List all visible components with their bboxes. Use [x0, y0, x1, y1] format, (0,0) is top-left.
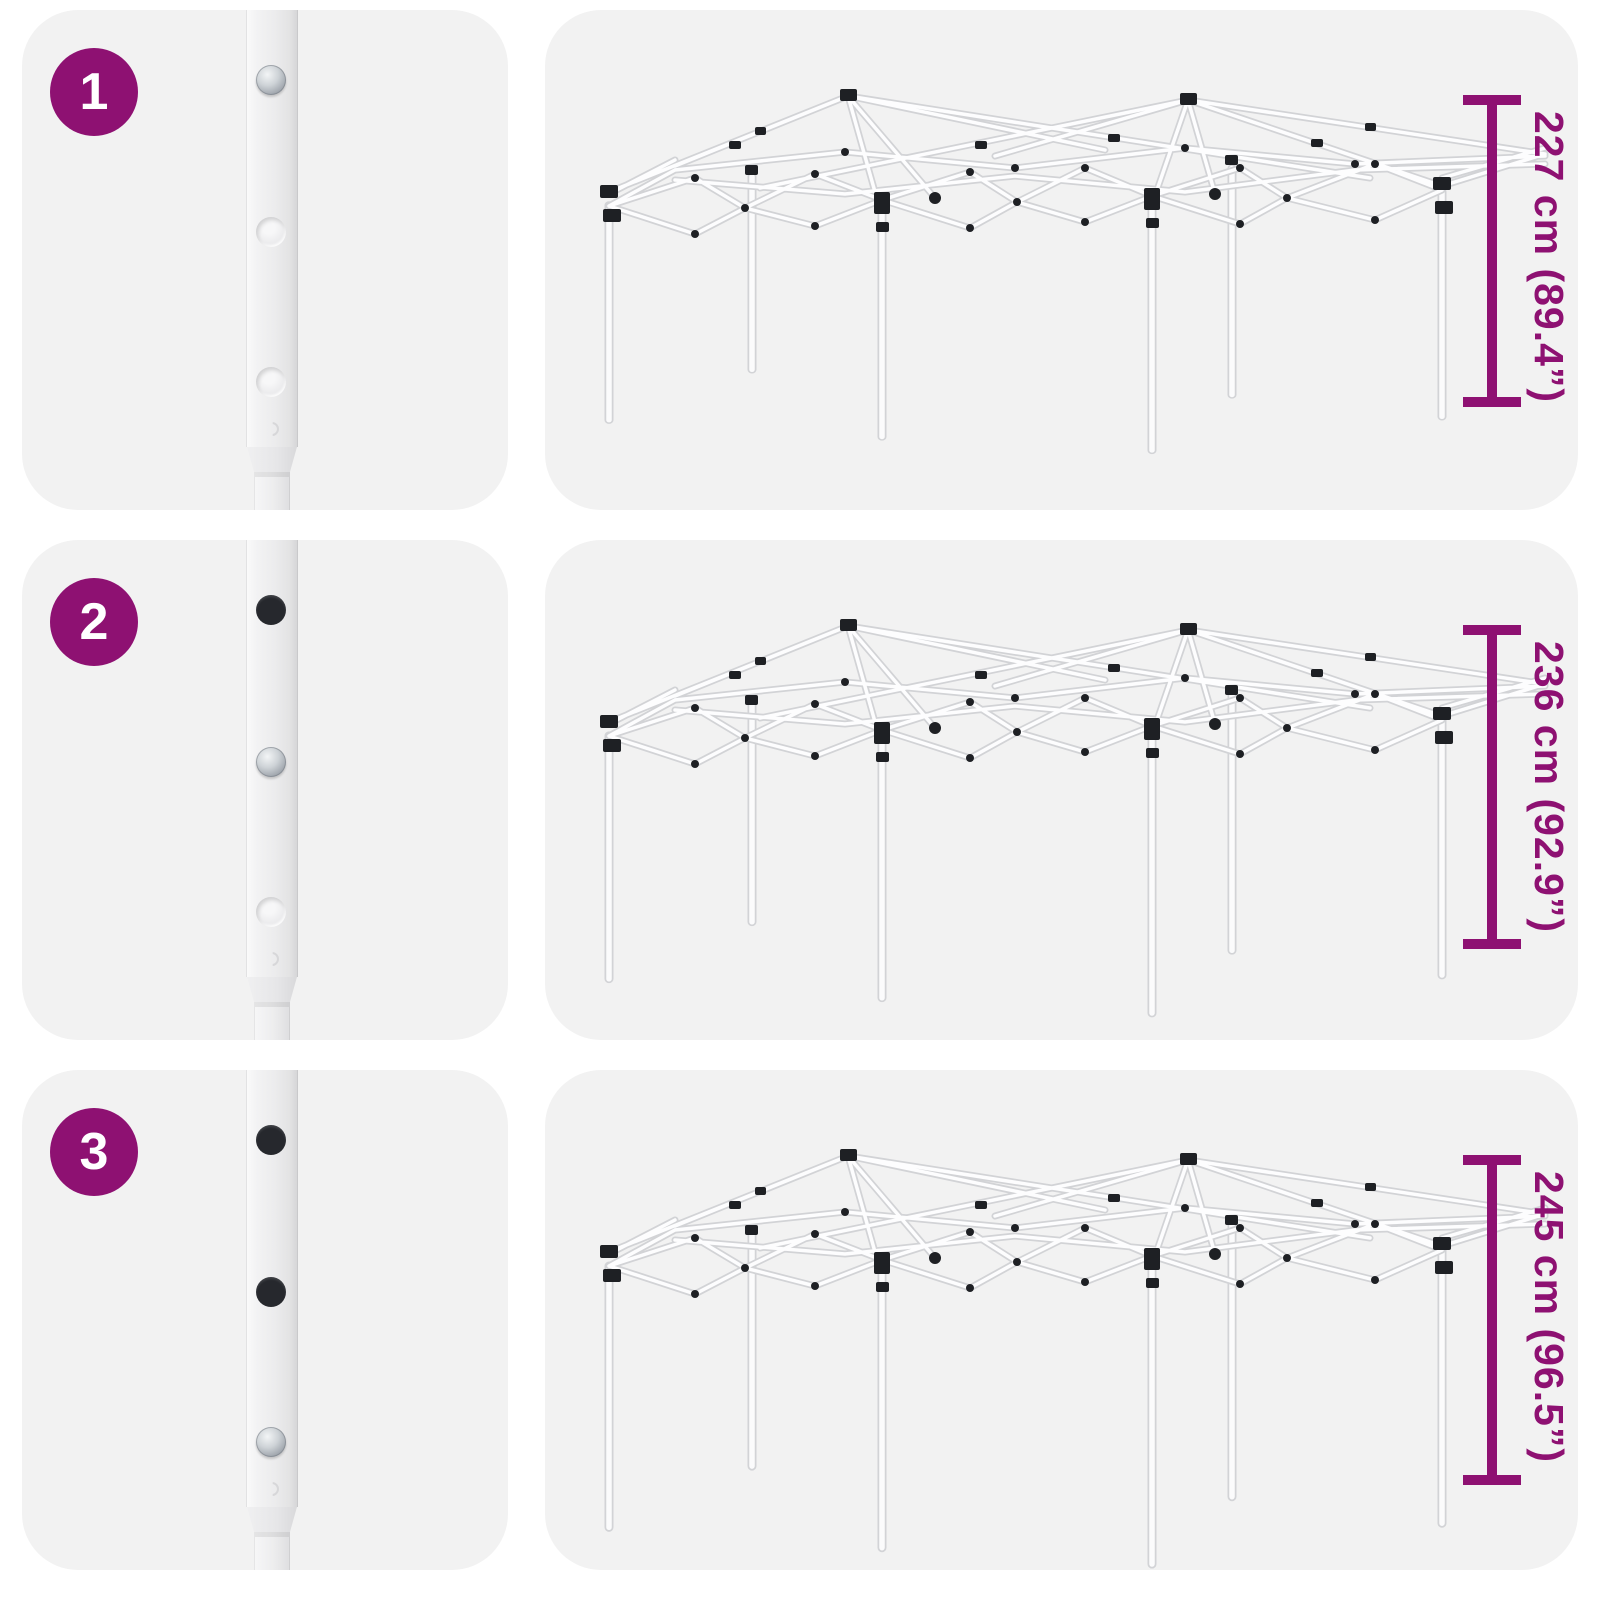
height-measurement: 245 cm (96.5”)	[1463, 1155, 1572, 1485]
pole-detail-card-2: 2	[22, 540, 508, 1040]
pole-hole-1	[256, 65, 286, 95]
step-row-1: 1 227 cm (89.4”)	[22, 10, 1578, 510]
gazebo-frame-illustration	[545, 1070, 1578, 1570]
step-row-2: 2 236 cm (92.9”)	[22, 540, 1578, 1040]
pole-inner-tube	[254, 472, 290, 510]
measurement-cap-top	[1463, 95, 1521, 105]
measurement-line	[1487, 635, 1497, 939]
step-badge: 1	[50, 48, 138, 136]
measurement-cap-bottom	[1463, 1475, 1521, 1485]
pole-detail-card-3: 3	[22, 1070, 508, 1570]
measurement-bar	[1463, 625, 1521, 949]
pole-hole-3	[256, 897, 286, 927]
gazebo-frame-illustration	[545, 10, 1578, 510]
pole-taper-joint	[247, 1507, 297, 1533]
height-label: 227 cm (89.4”)	[1526, 111, 1572, 404]
pole-hole-3	[256, 1427, 286, 1457]
measurement-cap-top	[1463, 1155, 1521, 1165]
pole-hole-2	[256, 1277, 286, 1307]
pole-hole-2	[256, 747, 286, 777]
height-measurement: 227 cm (89.4”)	[1463, 95, 1572, 407]
pole-taper-joint	[247, 977, 297, 1003]
measurement-bar	[1463, 1155, 1521, 1485]
pole-inner-tube	[254, 1002, 290, 1040]
gazebo-frame-card-1: 227 cm (89.4”)	[545, 10, 1578, 510]
gazebo-frame-card-2: 236 cm (92.9”)	[545, 540, 1578, 1040]
pole-hole-3	[256, 367, 286, 397]
measurement-bar	[1463, 95, 1521, 407]
measurement-line	[1487, 1165, 1497, 1475]
pole-hole-1	[256, 1125, 286, 1155]
pole-hole-2	[256, 217, 286, 247]
step-badge: 2	[50, 578, 138, 666]
height-label: 236 cm (92.9”)	[1526, 641, 1572, 934]
pole-hole-1	[256, 595, 286, 625]
measurement-line	[1487, 105, 1497, 397]
pole-inner-tube	[254, 1532, 290, 1570]
height-label: 245 cm (96.5”)	[1526, 1171, 1572, 1464]
height-measurement: 236 cm (92.9”)	[1463, 625, 1572, 949]
gazebo-frame-illustration	[545, 540, 1578, 1040]
measurement-cap-bottom	[1463, 397, 1521, 407]
pole-taper-joint	[247, 447, 297, 473]
step-badge: 3	[50, 1108, 138, 1196]
measurement-cap-bottom	[1463, 939, 1521, 949]
measurement-cap-top	[1463, 625, 1521, 635]
pole-detail-card-1: 1	[22, 10, 508, 510]
gazebo-frame-card-3: 245 cm (96.5”)	[545, 1070, 1578, 1570]
step-row-3: 3 245 cm (96.5”)	[22, 1070, 1578, 1570]
